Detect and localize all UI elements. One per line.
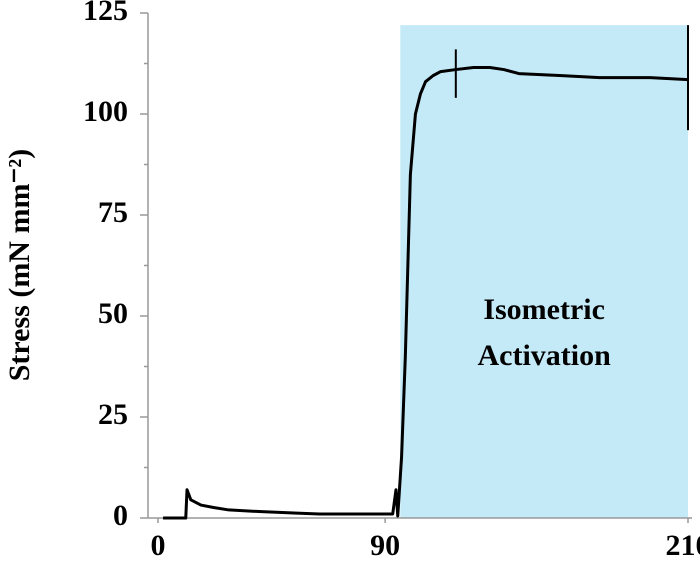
y-tick-label: 25: [98, 398, 128, 431]
x-tick-label: 210: [666, 529, 700, 561]
shaded-region: [400, 25, 688, 519]
data-line: [163, 66, 689, 520]
y-tick-label: 75: [98, 196, 128, 229]
region-label: Isometric: [483, 293, 605, 326]
x-tick-label: 0: [151, 529, 166, 561]
y-tick-label: 125: [83, 0, 128, 27]
x-tick-label: 90: [370, 529, 400, 561]
region-label: Activation: [477, 339, 611, 372]
y-axis-label: Stress (mN mm⁻²): [3, 149, 36, 382]
y-tick-label: 0: [113, 499, 128, 532]
y-tick-label: 50: [98, 297, 128, 330]
y-tick-label: 100: [83, 95, 128, 128]
